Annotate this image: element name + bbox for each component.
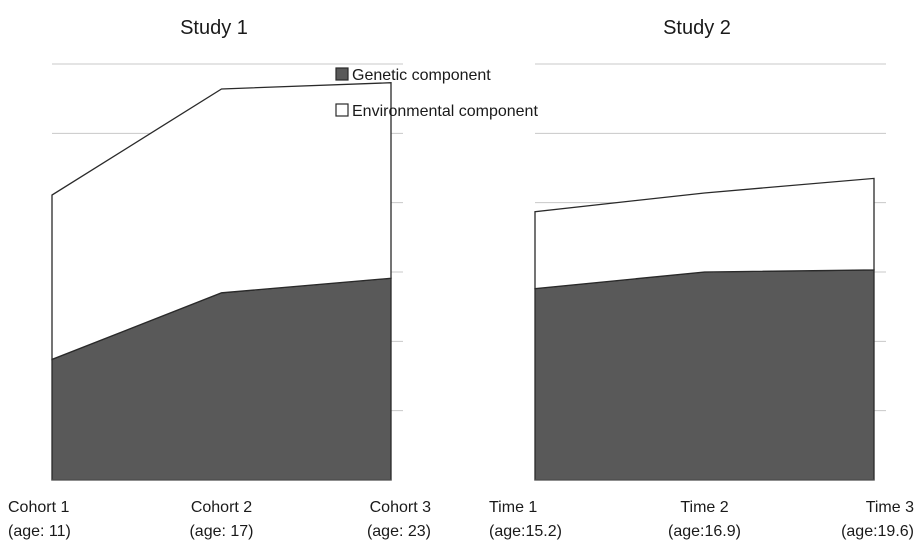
study-1-panel: Study 1 Cohort 1 (age: 11) Cohort 2 (age: 17… bbox=[8, 17, 431, 540]
environmental-component-area bbox=[534, 177, 875, 290]
x-tick-sublabel: (age:19.6) bbox=[841, 523, 914, 540]
x-tick-sublabel: (age: 11) bbox=[8, 523, 71, 540]
study-2-panel: Study 2 Time 1 (age:15.2) Time 2 (age:16.9) T… bbox=[489, 17, 914, 540]
genetic-component-area bbox=[534, 269, 875, 481]
x-tick-label: Time 3 bbox=[866, 499, 914, 516]
legend: Genetic component Environmental component bbox=[335, 67, 538, 120]
legend-label: Environmental component bbox=[352, 103, 538, 120]
legend-label: Genetic component bbox=[352, 67, 491, 84]
legend-swatch bbox=[335, 67, 349, 81]
environmental-component-area bbox=[51, 82, 392, 361]
chart-title: Study 1 bbox=[180, 17, 248, 39]
x-tick-sublabel: (age: 23) bbox=[367, 523, 431, 540]
x-tick-label: Cohort 1 bbox=[8, 499, 69, 516]
x-tick-label: Time 2 bbox=[680, 499, 728, 516]
x-tick-sublabel: (age:16.9) bbox=[668, 523, 741, 540]
x-tick-label: Time 1 bbox=[489, 499, 537, 516]
x-tick-sublabel: (age: 17) bbox=[189, 523, 253, 540]
x-tick-label: Cohort 2 bbox=[191, 499, 252, 516]
x-tick-sublabel: (age:15.2) bbox=[489, 523, 562, 540]
chart-title: Study 2 bbox=[663, 17, 731, 39]
legend-swatch bbox=[335, 103, 349, 117]
x-tick-label: Cohort 3 bbox=[370, 499, 431, 516]
